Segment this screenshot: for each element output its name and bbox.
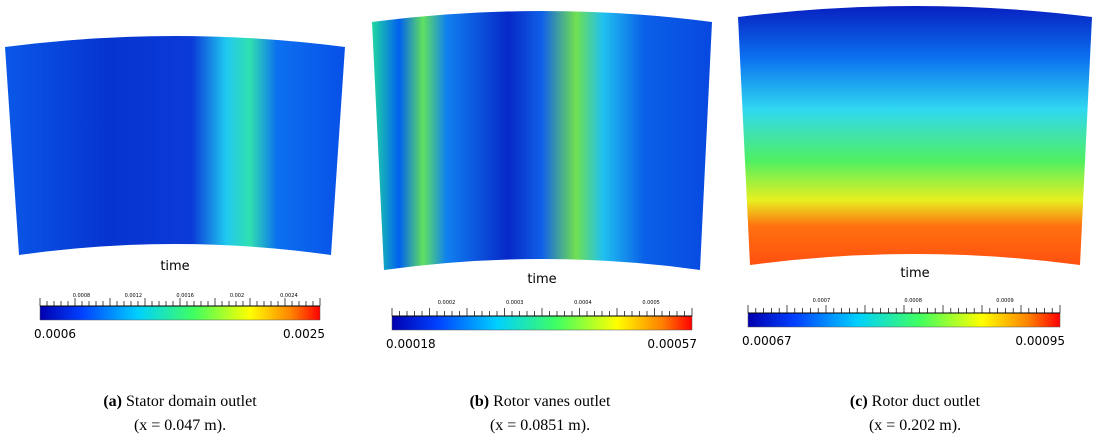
caption: (c) Rotor duct outlet xyxy=(850,393,981,410)
caption-letter: (a) xyxy=(103,393,122,410)
colorbar xyxy=(391,315,693,331)
field-plot xyxy=(372,11,712,270)
field-plot xyxy=(5,36,345,255)
colorbar-tick-label: 0.0004 xyxy=(574,300,592,306)
colorbar-max-label: 0.00057 xyxy=(647,337,697,351)
caption-letter: (c) xyxy=(850,393,868,410)
caption-letter: (b) xyxy=(470,393,490,410)
caption-text: Rotor vanes outlet xyxy=(493,393,611,410)
colorbar-tick-label: 0.0008 xyxy=(904,298,922,304)
field-plot xyxy=(738,6,1092,265)
axis-label: time xyxy=(527,272,556,287)
caption: (a) Stator domain outlet xyxy=(103,393,257,410)
colorbar-tick-label: 0.0002 xyxy=(438,300,456,306)
colorbar-tick-label: 0.0007 xyxy=(813,298,831,304)
colorbar xyxy=(747,312,1061,328)
colorbar-tick-label: 0.0012 xyxy=(125,293,143,299)
colorbar-min-label: 0.00067 xyxy=(742,334,792,348)
colorbar-max-label: 0.00095 xyxy=(1015,334,1065,348)
colorbar-max-label: 0.0025 xyxy=(283,327,325,341)
colorbar-tick-label: 0.0016 xyxy=(176,293,194,299)
colorbar-tick-label: 0.0003 xyxy=(506,300,524,306)
caption-position: (x = 0.0851 m). xyxy=(490,417,590,434)
colorbar-min-label: 0.00018 xyxy=(386,337,436,351)
caption: (b) Rotor vanes outlet xyxy=(470,393,611,410)
colorbar xyxy=(39,305,321,321)
caption-position: (x = 0.202 m). xyxy=(869,417,961,434)
axis-label: time xyxy=(160,259,189,274)
colorbar-tick-label: 0.0008 xyxy=(73,293,91,299)
caption-position: (x = 0.047 m). xyxy=(134,417,226,434)
colorbar-tick-label: 0.002 xyxy=(230,293,244,299)
axis-label: time xyxy=(900,266,929,281)
colorbar-min-label: 0.0006 xyxy=(34,327,76,341)
colorbar-tick-label: 0.0009 xyxy=(996,298,1014,304)
caption-text: Rotor duct outlet xyxy=(872,393,981,410)
caption-text: Stator domain outlet xyxy=(126,393,257,410)
colorbar-tick-label: 0.0005 xyxy=(642,300,660,306)
colorbar-tick-label: 0.0024 xyxy=(280,293,298,299)
